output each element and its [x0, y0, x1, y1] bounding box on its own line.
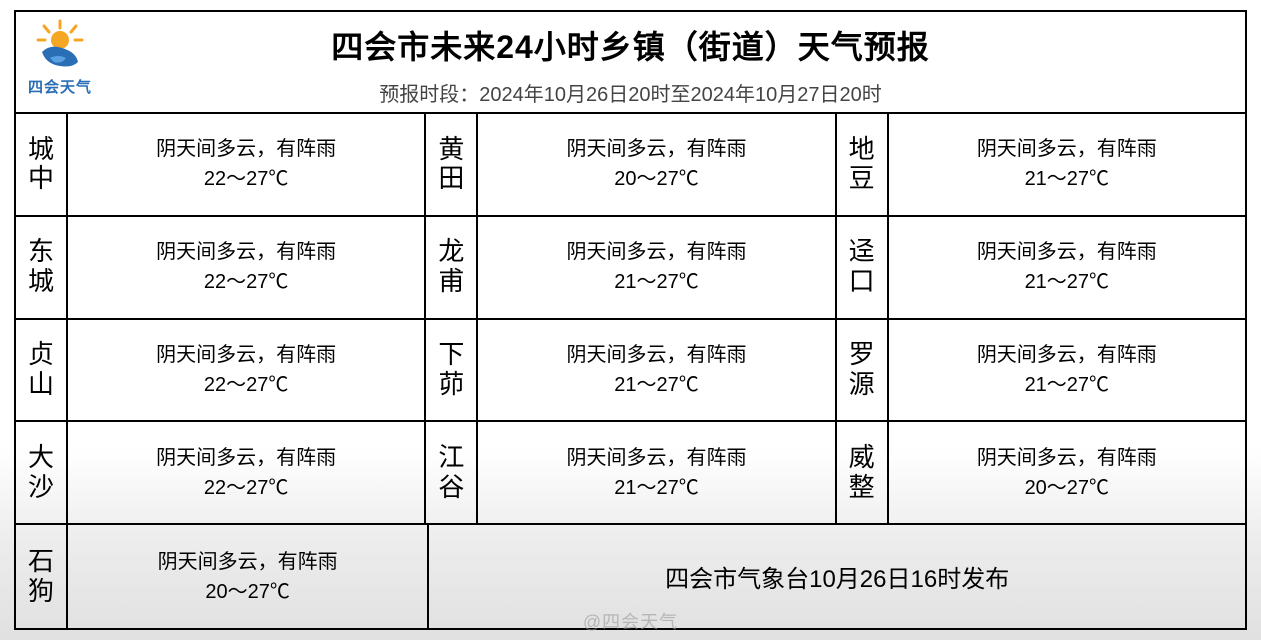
forecast-grid: 城中阴天间多云，有阵雨22～27℃黄田阴天间多云，有阵雨20～27℃地豆阴天间多…	[16, 112, 1245, 628]
forecast-cell: 阴天间多云，有阵雨21～27℃	[889, 114, 1245, 215]
table-row: 大沙阴天间多云，有阵雨22～27℃江谷阴天间多云，有阵雨21～27℃威整阴天间多…	[16, 422, 1245, 525]
forecast-cell: 阴天间多云，有阵雨22～27℃	[68, 217, 426, 318]
town-name: 地豆	[837, 114, 889, 215]
temperature-range: 22～27℃	[204, 370, 289, 400]
logo: 四会天气	[24, 18, 96, 97]
condition-text: 阴天间多云，有阵雨	[566, 237, 746, 267]
condition-text: 阴天间多云，有阵雨	[977, 340, 1157, 370]
table-row: 东城阴天间多云，有阵雨22～27℃龙甫阴天间多云，有阵雨21～27℃迳口阴天间多…	[16, 217, 1245, 320]
header: 四会市未来24小时乡镇（街道）天气预报 预报时段：2024年10月26日20时至…	[16, 12, 1245, 107]
condition-text: 阴天间多云，有阵雨	[566, 134, 746, 164]
town-name: 城中	[16, 114, 68, 215]
table-row: 石狗阴天间多云，有阵雨20～27℃四会市气象台10月26日16时发布	[16, 525, 1245, 628]
temperature-range: 21～27℃	[1025, 164, 1110, 194]
town-name: 贞山	[16, 320, 68, 421]
forecast-cell: 阴天间多云，有阵雨20～27℃	[889, 422, 1245, 523]
forecast-cell: 阴天间多云，有阵雨21～27℃	[889, 217, 1245, 318]
temperature-range: 21～27℃	[1025, 267, 1110, 297]
forecast-cell: 阴天间多云，有阵雨21～27℃	[478, 422, 836, 523]
condition-text: 阴天间多云，有阵雨	[158, 547, 338, 577]
condition-text: 阴天间多云，有阵雨	[156, 237, 336, 267]
town-name: 龙甫	[426, 217, 478, 318]
condition-text: 阴天间多云，有阵雨	[566, 443, 746, 473]
forecast-period: 预报时段：2024年10月26日20时至2024年10月27日20时	[16, 78, 1245, 107]
temperature-range: 22～27℃	[204, 164, 289, 194]
town-name: 迳口	[837, 217, 889, 318]
condition-text: 阴天间多云，有阵雨	[156, 443, 336, 473]
forecast-cell: 阴天间多云，有阵雨22～27℃	[68, 114, 426, 215]
table-row: 城中阴天间多云，有阵雨22～27℃黄田阴天间多云，有阵雨20～27℃地豆阴天间多…	[16, 114, 1245, 217]
condition-text: 阴天间多云，有阵雨	[566, 340, 746, 370]
temperature-range: 22～27℃	[204, 267, 289, 297]
temperature-range: 21～27℃	[1025, 370, 1110, 400]
outer-frame: 四会天气 四会市未来24小时乡镇（街道）天气预报 预报时段：2024年10月26…	[14, 10, 1247, 630]
temperature-range: 20～27℃	[1025, 473, 1110, 503]
town-name: 石狗	[16, 525, 68, 628]
logo-icon	[32, 18, 88, 74]
town-name: 大沙	[16, 422, 68, 523]
logo-text: 四会天气	[24, 76, 96, 97]
temperature-range: 20～27℃	[614, 164, 699, 194]
forecast-cell: 阴天间多云，有阵雨20～27℃	[478, 114, 836, 215]
forecast-cell: 阴天间多云，有阵雨22～27℃	[68, 320, 426, 421]
temperature-range: 21～27℃	[614, 473, 699, 503]
forecast-cell: 阴天间多云，有阵雨21～27℃	[478, 320, 836, 421]
condition-text: 阴天间多云，有阵雨	[977, 134, 1157, 164]
issuer-footer: 四会市气象台10月26日16时发布	[429, 525, 1245, 628]
condition-text: 阴天间多云，有阵雨	[156, 340, 336, 370]
condition-text: 阴天间多云，有阵雨	[156, 134, 336, 164]
temperature-range: 20～27℃	[205, 577, 290, 607]
town-name: 东城	[16, 217, 68, 318]
town-name: 下茆	[426, 320, 478, 421]
forecast-cell: 阴天间多云，有阵雨21～27℃	[478, 217, 836, 318]
condition-text: 阴天间多云，有阵雨	[977, 443, 1157, 473]
temperature-range: 22～27℃	[204, 473, 289, 503]
page-title: 四会市未来24小时乡镇（街道）天气预报	[16, 22, 1245, 68]
condition-text: 阴天间多云，有阵雨	[977, 237, 1157, 267]
forecast-cell: 阴天间多云，有阵雨22～27℃	[68, 422, 426, 523]
town-name: 威整	[837, 422, 889, 523]
temperature-range: 21～27℃	[614, 267, 699, 297]
forecast-cell: 阴天间多云，有阵雨21～27℃	[889, 320, 1245, 421]
town-name: 江谷	[426, 422, 478, 523]
table-row: 贞山阴天间多云，有阵雨22～27℃下茆阴天间多云，有阵雨21～27℃罗源阴天间多…	[16, 320, 1245, 423]
town-name: 黄田	[426, 114, 478, 215]
town-name: 罗源	[837, 320, 889, 421]
temperature-range: 21～27℃	[614, 370, 699, 400]
forecast-cell: 阴天间多云，有阵雨20～27℃	[68, 525, 429, 628]
